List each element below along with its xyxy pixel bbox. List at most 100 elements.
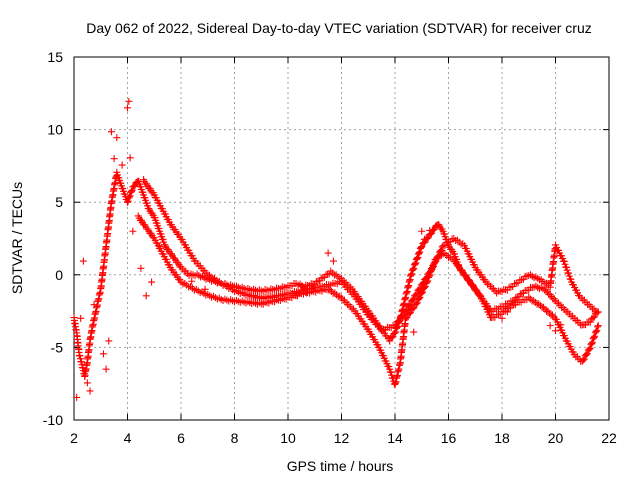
data-point bbox=[131, 182, 139, 190]
data-point bbox=[402, 307, 410, 315]
data-point bbox=[390, 330, 398, 338]
data-point bbox=[110, 155, 118, 163]
data-point bbox=[498, 314, 506, 322]
data-point bbox=[408, 296, 416, 304]
data-point bbox=[429, 263, 437, 271]
data-point bbox=[418, 289, 426, 297]
data-point bbox=[107, 128, 115, 136]
data-point bbox=[412, 300, 420, 308]
data-point bbox=[409, 305, 417, 313]
data-point bbox=[410, 304, 418, 312]
y-tick-label: 15 bbox=[47, 49, 63, 65]
y-tick-label: 10 bbox=[47, 122, 63, 138]
data-point bbox=[546, 322, 554, 330]
data-point bbox=[592, 307, 600, 315]
x-tick-label: 20 bbox=[548, 430, 564, 446]
data-point bbox=[412, 259, 420, 267]
data-point bbox=[415, 294, 423, 302]
data-point bbox=[129, 227, 137, 235]
data-point bbox=[588, 339, 596, 347]
data-point bbox=[434, 253, 442, 261]
data-point bbox=[124, 198, 131, 206]
data-point bbox=[412, 291, 420, 299]
data-point bbox=[424, 234, 432, 242]
x-tick-label: 8 bbox=[231, 430, 239, 446]
data-point bbox=[413, 254, 421, 262]
data-point bbox=[410, 328, 418, 336]
data-point bbox=[431, 225, 439, 233]
data-point bbox=[128, 187, 136, 195]
data-point bbox=[405, 302, 413, 310]
data-point bbox=[327, 287, 335, 295]
data-point bbox=[86, 387, 94, 395]
y-tick-label: -5 bbox=[51, 339, 64, 355]
data-point bbox=[308, 285, 316, 293]
data-point bbox=[137, 264, 145, 272]
x-tick-label: 6 bbox=[177, 430, 185, 446]
data-point bbox=[557, 321, 565, 329]
data-point bbox=[418, 280, 426, 288]
data-point bbox=[90, 301, 98, 309]
data-point bbox=[594, 323, 602, 331]
y-tick-label: -10 bbox=[43, 412, 63, 428]
data-point bbox=[118, 161, 126, 169]
data-point bbox=[590, 313, 598, 321]
x-tick-label: 2 bbox=[70, 430, 78, 446]
data-point bbox=[79, 257, 87, 265]
data-point bbox=[406, 309, 414, 317]
data-point bbox=[331, 289, 339, 297]
data-point bbox=[536, 302, 544, 310]
chart-title: Day 062 of 2022, Sidereal Day-to-day VTE… bbox=[86, 20, 592, 36]
data-point bbox=[126, 154, 134, 162]
data-point bbox=[148, 278, 156, 286]
y-tick-label: 5 bbox=[55, 194, 63, 210]
data-point bbox=[392, 328, 400, 336]
x-tick-label: 14 bbox=[387, 430, 403, 446]
data-point bbox=[586, 318, 594, 326]
data-point bbox=[396, 316, 404, 324]
data-point bbox=[419, 288, 427, 296]
data-point bbox=[531, 298, 539, 306]
track-upper bbox=[140, 176, 600, 334]
data-point bbox=[511, 296, 519, 304]
data-point bbox=[130, 182, 138, 190]
data-point bbox=[528, 272, 536, 280]
data-point bbox=[592, 328, 600, 336]
data-point bbox=[297, 282, 305, 290]
data-point bbox=[416, 293, 424, 301]
data-point bbox=[418, 227, 426, 235]
data-point bbox=[324, 249, 332, 257]
data-point bbox=[83, 379, 91, 387]
data-point bbox=[593, 309, 601, 317]
data-point bbox=[416, 248, 424, 256]
data-point bbox=[437, 246, 445, 254]
data-point bbox=[388, 333, 396, 341]
data-point bbox=[77, 314, 85, 322]
data-point bbox=[410, 295, 418, 303]
data-point bbox=[552, 327, 559, 335]
data-point bbox=[534, 274, 542, 282]
data-point bbox=[535, 300, 543, 308]
data-point bbox=[408, 270, 416, 278]
track-fragments bbox=[292, 226, 565, 336]
x-tick-label: 4 bbox=[124, 430, 132, 446]
data-point bbox=[124, 197, 132, 205]
data-point bbox=[415, 249, 423, 257]
data-point bbox=[425, 269, 433, 277]
data-point bbox=[417, 244, 425, 252]
data-point bbox=[416, 284, 424, 292]
data-point bbox=[292, 292, 300, 300]
data-point bbox=[128, 186, 136, 194]
x-tick-label: 12 bbox=[334, 430, 350, 446]
data-point bbox=[590, 334, 598, 341]
data-point bbox=[586, 344, 594, 352]
data-point bbox=[391, 329, 399, 337]
data-point bbox=[431, 258, 439, 266]
data-point bbox=[435, 252, 443, 260]
data-point bbox=[201, 285, 209, 293]
data-point bbox=[594, 322, 602, 330]
data-point bbox=[423, 273, 431, 281]
x-axis: 2 4 6 8 10 12 14 16 18 20 22 bbox=[70, 57, 617, 446]
data-points bbox=[70, 97, 602, 401]
